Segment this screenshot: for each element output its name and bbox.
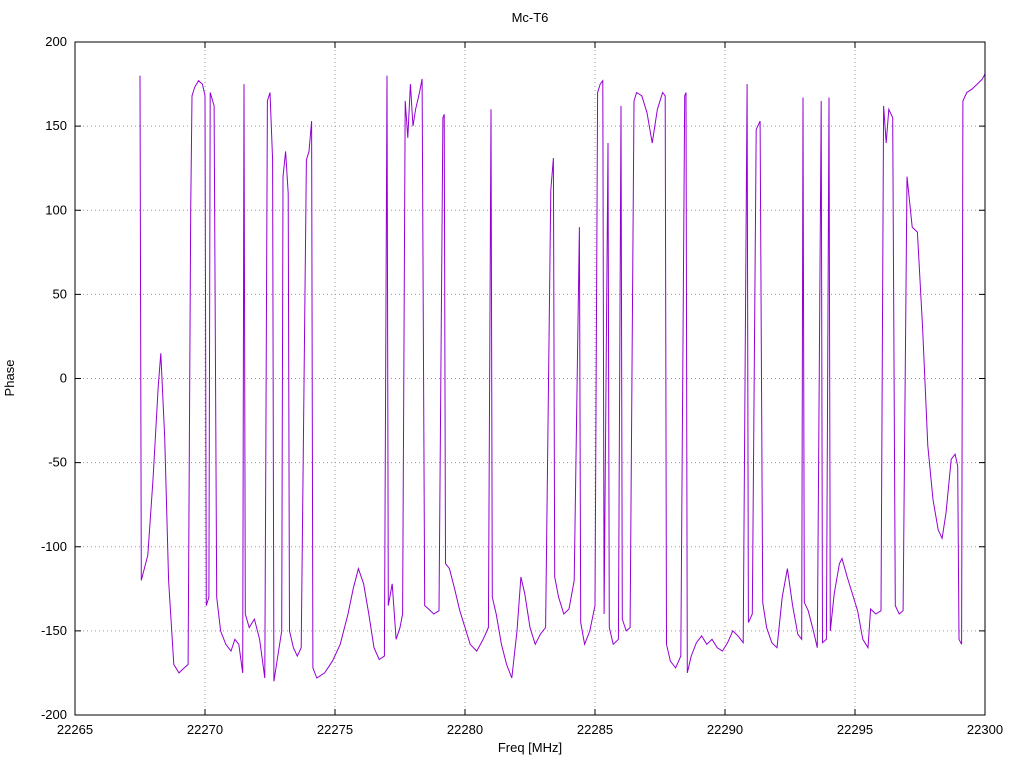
x-tick-label: 22290 [707,722,743,737]
y-tick-label: -100 [41,539,67,554]
x-tick-label: 22300 [967,722,1003,737]
x-tick-label: 22295 [837,722,873,737]
data-line-layer [139,73,986,682]
phase-data-line [139,73,986,682]
y-tick-label: -50 [48,455,67,470]
x-tick-label: 22265 [57,722,93,737]
x-tick-label: 22285 [577,722,613,737]
y-tick-label: 100 [45,202,67,217]
y-tick-label: -200 [41,707,67,722]
x-axis-label: Freq [MHz] [498,740,562,755]
chart-title: Mc-T6 [512,10,549,25]
y-tick-label: 150 [45,118,67,133]
x-tick-label: 22270 [187,722,223,737]
x-tick-label: 22275 [317,722,353,737]
y-tick-label: 200 [45,34,67,49]
y-axis-label: Phase [2,360,17,397]
grid-layer [74,41,986,716]
y-tick-label: 50 [53,286,67,301]
y-tick-label: 0 [60,371,67,386]
y-tick-label: -150 [41,623,67,638]
axis-layer: 22265 22270 22275 22280 22285 22290 22295 22300… [41,34,1003,737]
x-tick-label: 22280 [447,722,483,737]
